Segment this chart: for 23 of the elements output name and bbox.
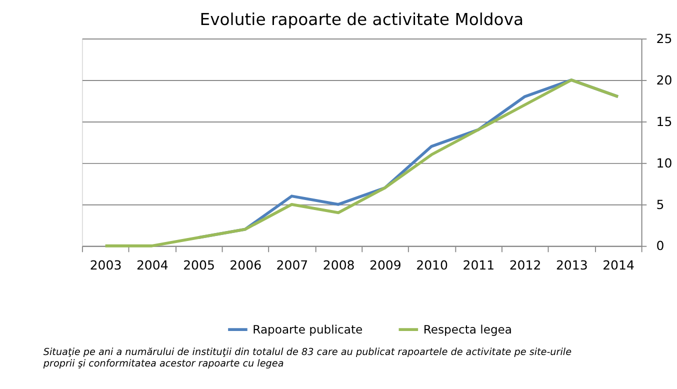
legend-label: Respecta legea xyxy=(423,322,512,336)
x-tick-label: 2008 xyxy=(322,258,355,273)
text: Situaţie pe ani a numărului de instituţii din totalul de 83 care au publicat rapoartele de activitate pe site-urile proprii şi conformitatea acestor rapoarte cu legea xyxy=(42,346,572,370)
x-tick-label: 2011 xyxy=(462,258,495,273)
x-tick-label: 2007 xyxy=(276,258,308,273)
legend-label: Rapoarte publicate xyxy=(252,322,363,336)
x-tick-label: 2012 xyxy=(509,258,542,273)
y-tick-label: 10 xyxy=(656,155,672,170)
x-tick-label: 2004 xyxy=(136,258,168,273)
y-tick-label: 0 xyxy=(656,238,664,254)
x-tick-label: 2009 xyxy=(370,258,402,273)
x-tick-label: 2014 xyxy=(602,258,634,273)
x-tick-label: 2005 xyxy=(183,258,215,273)
x-tick-label: 2006 xyxy=(230,258,262,273)
y-tick-label: 15 xyxy=(656,114,672,129)
x-tick-label: 2010 xyxy=(416,258,448,273)
x-tick-label: 2013 xyxy=(556,258,588,273)
chart-title: Evolutie rapoarte de activitate Moldova xyxy=(200,10,524,30)
y-tick-label: 5 xyxy=(656,196,664,212)
line-series xyxy=(104,78,620,248)
x-tick-label: 2003 xyxy=(90,258,122,273)
y-tick-label: 25 xyxy=(656,30,672,46)
y-tick-label: 20 xyxy=(656,72,672,88)
